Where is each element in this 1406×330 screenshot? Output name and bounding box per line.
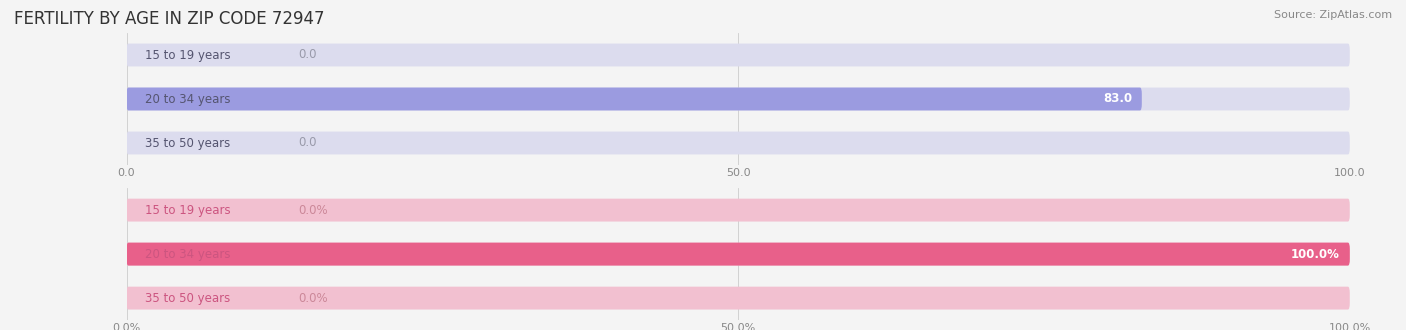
- Text: 15 to 19 years: 15 to 19 years: [145, 49, 231, 61]
- Text: 0.0: 0.0: [298, 137, 316, 149]
- FancyBboxPatch shape: [127, 87, 1142, 111]
- FancyBboxPatch shape: [127, 287, 1350, 310]
- FancyBboxPatch shape: [127, 199, 1350, 221]
- Text: FERTILITY BY AGE IN ZIP CODE 72947: FERTILITY BY AGE IN ZIP CODE 72947: [14, 10, 325, 28]
- Text: 20 to 34 years: 20 to 34 years: [145, 248, 231, 261]
- FancyBboxPatch shape: [127, 132, 1350, 154]
- Text: 15 to 19 years: 15 to 19 years: [145, 204, 231, 216]
- Text: 100.0%: 100.0%: [1291, 248, 1340, 261]
- Text: 35 to 50 years: 35 to 50 years: [145, 137, 231, 149]
- FancyBboxPatch shape: [127, 243, 1350, 266]
- FancyBboxPatch shape: [127, 243, 1350, 266]
- Text: 35 to 50 years: 35 to 50 years: [145, 292, 231, 305]
- Text: Source: ZipAtlas.com: Source: ZipAtlas.com: [1274, 10, 1392, 20]
- Text: 0.0: 0.0: [298, 49, 316, 61]
- FancyBboxPatch shape: [127, 87, 1350, 111]
- Text: 83.0: 83.0: [1102, 92, 1132, 106]
- Text: 0.0%: 0.0%: [298, 204, 328, 216]
- Text: 0.0%: 0.0%: [298, 292, 328, 305]
- Text: 20 to 34 years: 20 to 34 years: [145, 92, 231, 106]
- FancyBboxPatch shape: [127, 44, 1350, 66]
